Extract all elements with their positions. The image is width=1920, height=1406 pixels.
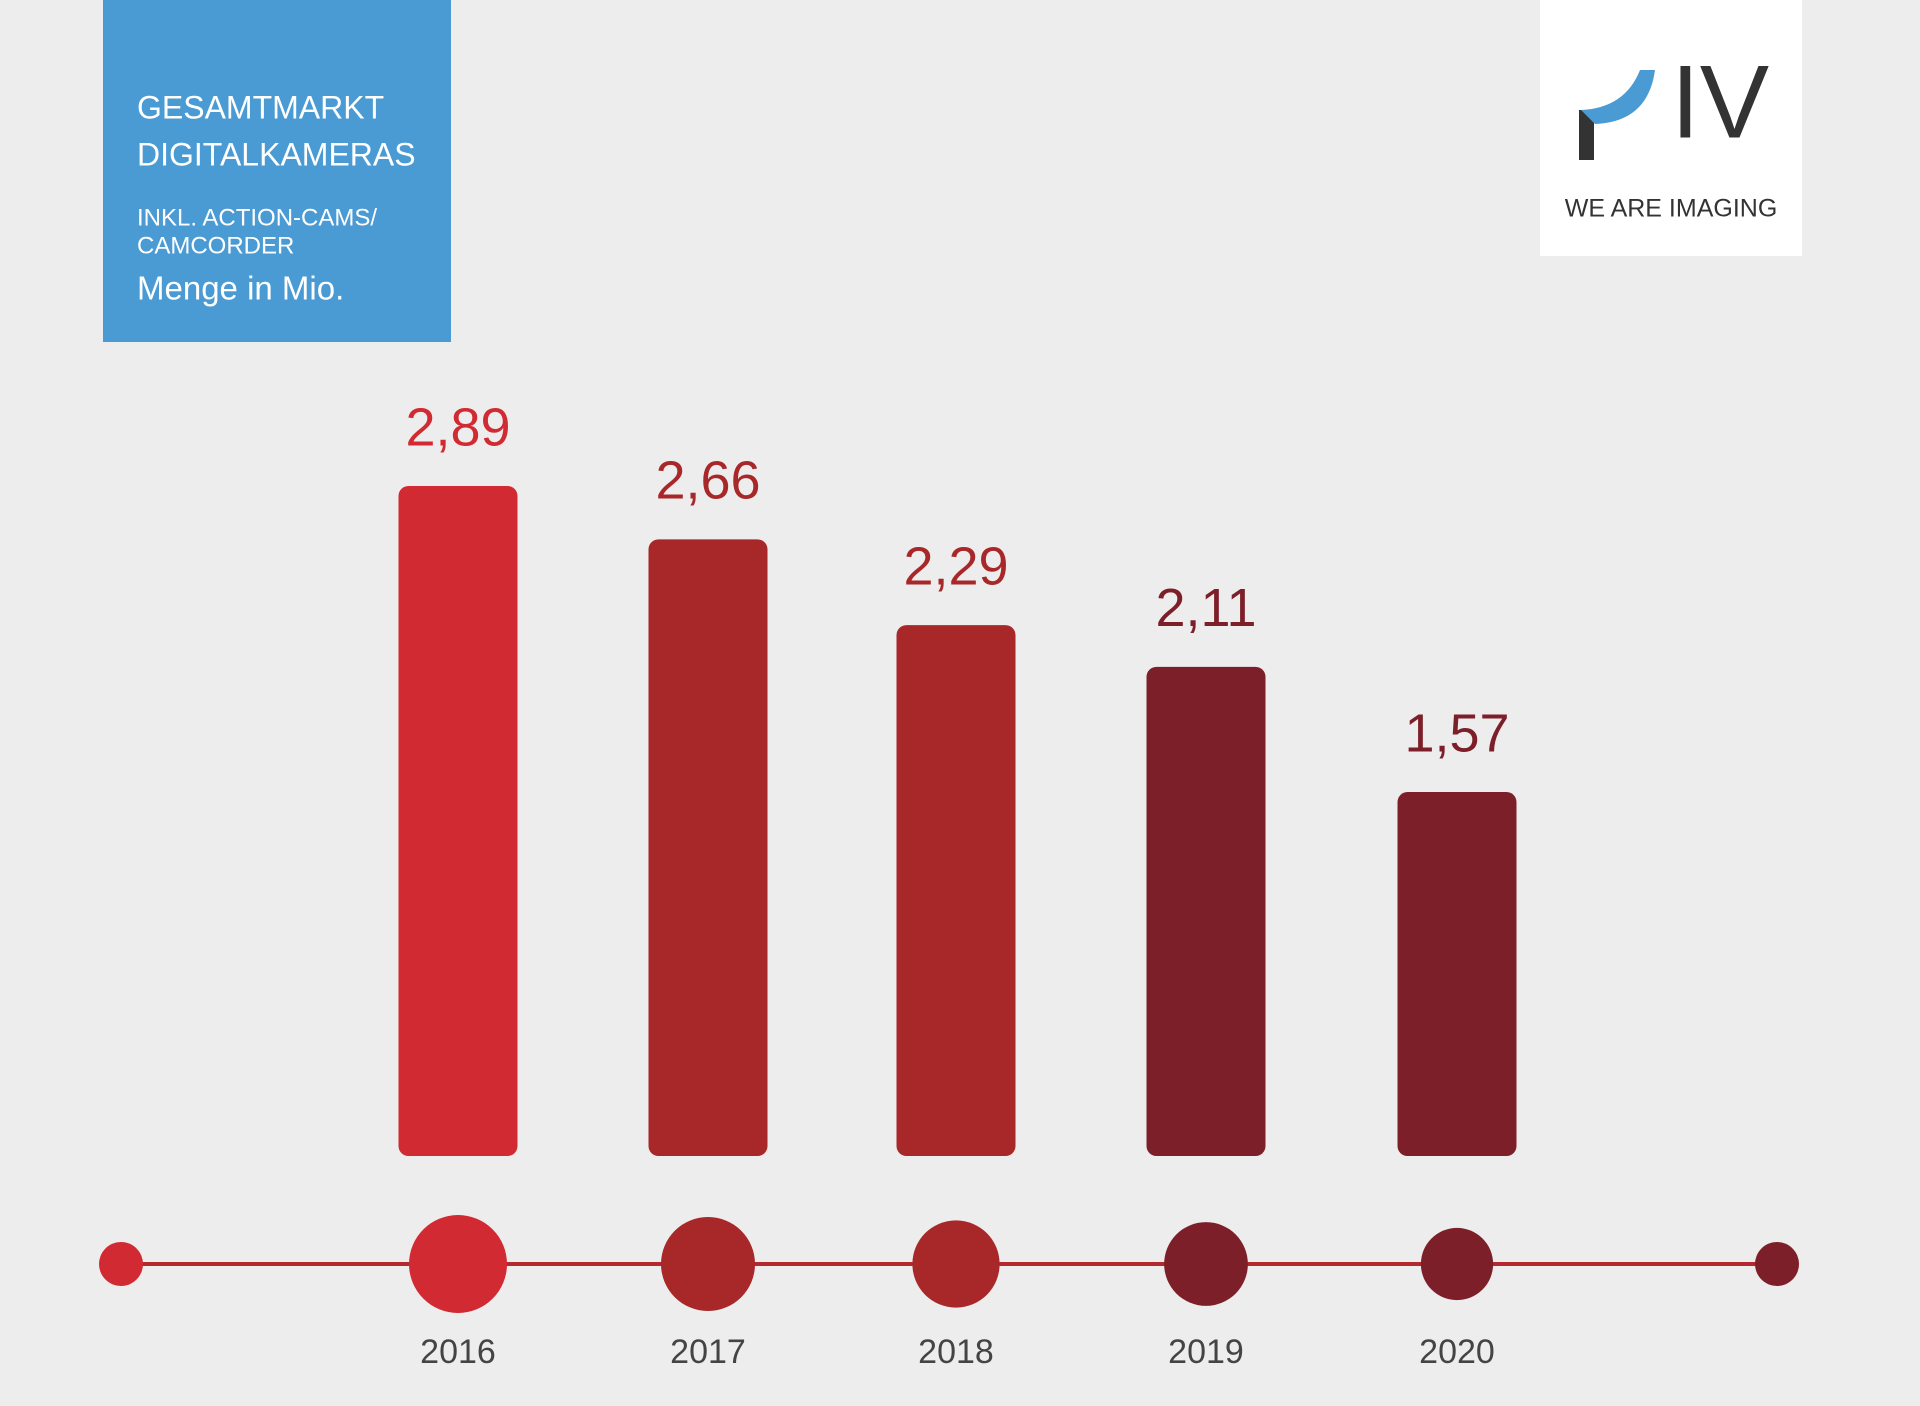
chart-subtitle: INKL. ACTION-CAMS/ xyxy=(137,204,377,231)
x-tick-label: 2020 xyxy=(1419,1333,1495,1371)
timeline-dot xyxy=(1420,1227,1494,1301)
timeline-end xyxy=(1755,1242,1799,1286)
bar xyxy=(398,486,518,1156)
title-box xyxy=(103,0,451,342)
logo-mark: IV xyxy=(1671,44,1769,160)
timeline-dot xyxy=(660,1216,756,1312)
bar xyxy=(896,625,1016,1156)
timeline-dot xyxy=(912,1220,1000,1308)
logo-tagline: WE ARE IMAGING xyxy=(1565,195,1778,223)
value-label: 2,11 xyxy=(1155,578,1256,638)
unit-label: Menge in Mio. xyxy=(137,270,344,307)
chart-title: GESAMTMARKT xyxy=(137,89,384,125)
x-tick-label: 2016 xyxy=(420,1333,496,1371)
logo-arc xyxy=(1581,70,1655,124)
timeline-dot xyxy=(1164,1222,1248,1306)
x-tick-label: 2017 xyxy=(670,1333,746,1371)
x-tick-label: 2018 xyxy=(918,1333,994,1371)
bar xyxy=(1397,792,1517,1156)
logo-bar xyxy=(1579,110,1594,160)
chart-subtitle: CAMCORDER xyxy=(137,232,294,259)
value-label: 2,89 xyxy=(405,397,510,457)
value-label: 2,66 xyxy=(655,451,760,511)
value-label: 2,29 xyxy=(903,536,1008,596)
timeline-end xyxy=(99,1242,143,1286)
chart-title: DIGITALKAMERAS xyxy=(137,136,416,172)
timeline-dot xyxy=(409,1215,507,1313)
bar xyxy=(1146,666,1266,1156)
value-label: 1,57 xyxy=(1404,703,1509,763)
x-tick-label: 2019 xyxy=(1168,1333,1244,1371)
bar xyxy=(648,539,768,1156)
